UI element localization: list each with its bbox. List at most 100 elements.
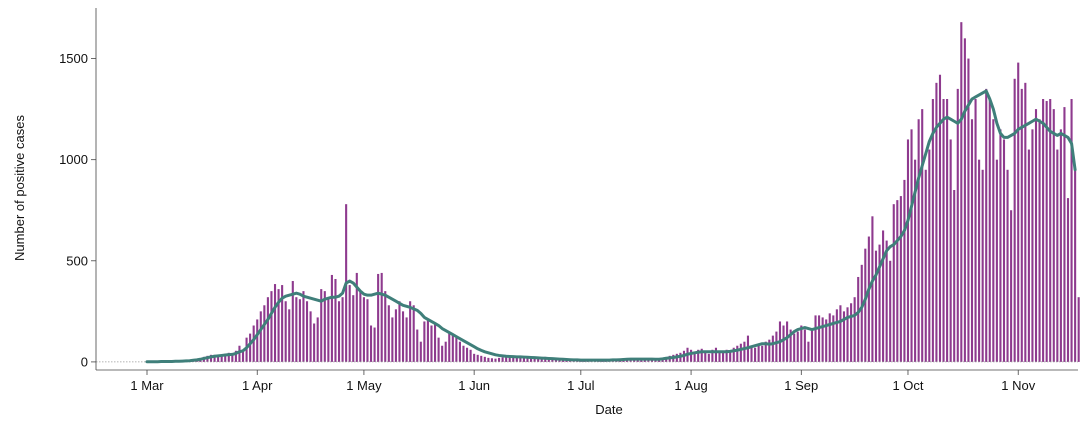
bar bbox=[789, 329, 792, 362]
bar bbox=[480, 355, 483, 362]
bar bbox=[1010, 210, 1013, 362]
bar bbox=[213, 354, 216, 362]
x-tick-label: 1 Apr bbox=[242, 378, 273, 393]
bar bbox=[537, 357, 540, 362]
bar bbox=[522, 356, 525, 362]
bar bbox=[1077, 297, 1080, 362]
bar bbox=[487, 357, 490, 362]
bar bbox=[1038, 119, 1041, 362]
bar bbox=[273, 284, 277, 362]
bar bbox=[814, 315, 817, 362]
bar bbox=[341, 297, 344, 362]
bar bbox=[707, 353, 710, 362]
y-axis: 0 500 1000 1500 bbox=[59, 8, 97, 370]
bar bbox=[935, 82, 938, 362]
bar bbox=[782, 325, 785, 362]
bar bbox=[519, 356, 522, 362]
bar bbox=[1056, 149, 1059, 362]
bar bbox=[1059, 129, 1062, 362]
bar bbox=[245, 337, 248, 362]
bar bbox=[803, 329, 806, 362]
bar bbox=[917, 119, 920, 362]
bar bbox=[384, 291, 387, 362]
bar bbox=[316, 317, 319, 362]
bar bbox=[451, 333, 454, 362]
bar bbox=[490, 358, 493, 362]
bar bbox=[1042, 99, 1045, 362]
bar bbox=[700, 348, 703, 362]
bar bbox=[942, 99, 945, 362]
bar bbox=[416, 329, 419, 362]
bar bbox=[508, 356, 511, 362]
bar bbox=[992, 119, 995, 362]
bar bbox=[458, 341, 461, 362]
bar bbox=[842, 311, 846, 362]
bar bbox=[725, 349, 728, 362]
bar bbox=[800, 325, 803, 362]
bar bbox=[295, 297, 298, 362]
bar bbox=[636, 359, 639, 362]
bar bbox=[391, 317, 394, 362]
bar bbox=[483, 356, 486, 362]
x-axis-title: Date bbox=[595, 402, 622, 417]
y-tick-label: 1000 bbox=[59, 152, 88, 167]
bar bbox=[412, 305, 415, 362]
x-axis: 1 Mar 1 Apr 1 May 1 Jun 1 Jul 1 Aug 1 Sep 1 Oct… bbox=[96, 369, 1078, 393]
bar bbox=[437, 337, 440, 362]
bar bbox=[1063, 107, 1066, 362]
bar bbox=[1017, 62, 1020, 362]
bar bbox=[1066, 198, 1070, 362]
bar bbox=[807, 341, 810, 362]
bar bbox=[853, 297, 856, 362]
bar bbox=[885, 240, 888, 362]
bar bbox=[313, 323, 316, 362]
bar bbox=[462, 345, 465, 362]
bar bbox=[896, 200, 899, 362]
bar bbox=[252, 325, 255, 362]
bar bbox=[768, 339, 771, 362]
bar bbox=[921, 109, 924, 362]
bar bbox=[924, 169, 927, 362]
bar bbox=[825, 319, 828, 362]
bar bbox=[362, 297, 365, 362]
bar bbox=[217, 356, 220, 362]
bar bbox=[960, 22, 963, 362]
bar bbox=[476, 354, 479, 362]
bar bbox=[401, 311, 405, 362]
bar bbox=[423, 321, 426, 362]
bar bbox=[540, 357, 543, 362]
bar bbox=[974, 99, 977, 362]
bar bbox=[277, 289, 280, 362]
bar-series bbox=[160, 22, 1080, 362]
bar bbox=[860, 264, 863, 362]
bar bbox=[690, 349, 693, 362]
bar bbox=[981, 169, 984, 362]
bar bbox=[978, 159, 981, 362]
bar bbox=[405, 317, 408, 362]
bar bbox=[1049, 99, 1052, 362]
bar bbox=[305, 301, 309, 362]
bar bbox=[1070, 99, 1073, 362]
bar bbox=[938, 74, 942, 362]
bar bbox=[786, 321, 789, 362]
bar bbox=[220, 355, 223, 362]
bar bbox=[1020, 88, 1023, 362]
bar bbox=[323, 291, 326, 362]
bar bbox=[953, 190, 956, 362]
bar bbox=[629, 359, 632, 362]
bar bbox=[793, 333, 796, 362]
bar bbox=[757, 343, 760, 362]
bar bbox=[441, 345, 444, 362]
bar bbox=[857, 276, 860, 362]
bar bbox=[430, 325, 433, 362]
bar bbox=[465, 347, 469, 362]
bar bbox=[697, 349, 700, 362]
bar bbox=[1031, 129, 1034, 362]
bar bbox=[234, 350, 237, 362]
bar bbox=[334, 278, 337, 362]
bar bbox=[846, 307, 849, 362]
bar bbox=[327, 297, 330, 362]
bar bbox=[1013, 78, 1016, 362]
bar bbox=[284, 301, 287, 362]
bar bbox=[494, 358, 497, 362]
